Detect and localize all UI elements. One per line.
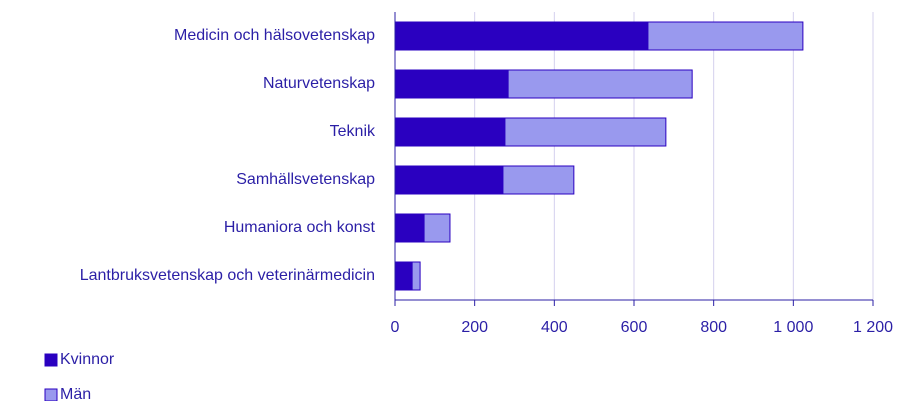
x-tick-label: 600 [621,319,648,336]
x-tick-label: 200 [461,319,488,336]
x-tick-label: 1 000 [773,319,813,336]
bar [394,69,509,99]
bar [502,165,575,195]
legend-label: Män [60,386,91,401]
bar [394,21,649,51]
legend-swatch [44,388,58,402]
x-tick-label: 1 200 [853,319,893,336]
bar [394,117,506,147]
bar [647,21,804,51]
x-tick-label: 400 [541,319,568,336]
y-tick-label: Lantbruksvetenskap och veterinärmedicin [80,267,375,284]
y-tick-label: Medicin och hälsovetenskap [174,27,375,44]
bar [411,261,421,291]
bar [504,117,667,147]
y-tick-label: Naturvetenskap [263,75,375,92]
bar [394,165,504,195]
legend-label: Kvinnor [60,351,115,368]
x-tick-label: 0 [391,319,400,336]
y-tick-label: Samhällsvetenskap [236,171,375,188]
legend-swatch [44,353,58,367]
x-tick-label: 800 [700,319,727,336]
bar [394,213,425,243]
y-tick-label: Humaniora och konst [224,219,376,236]
bar [423,213,451,243]
y-tick-label: Teknik [330,123,376,140]
bar [507,69,693,99]
bar [394,261,413,291]
